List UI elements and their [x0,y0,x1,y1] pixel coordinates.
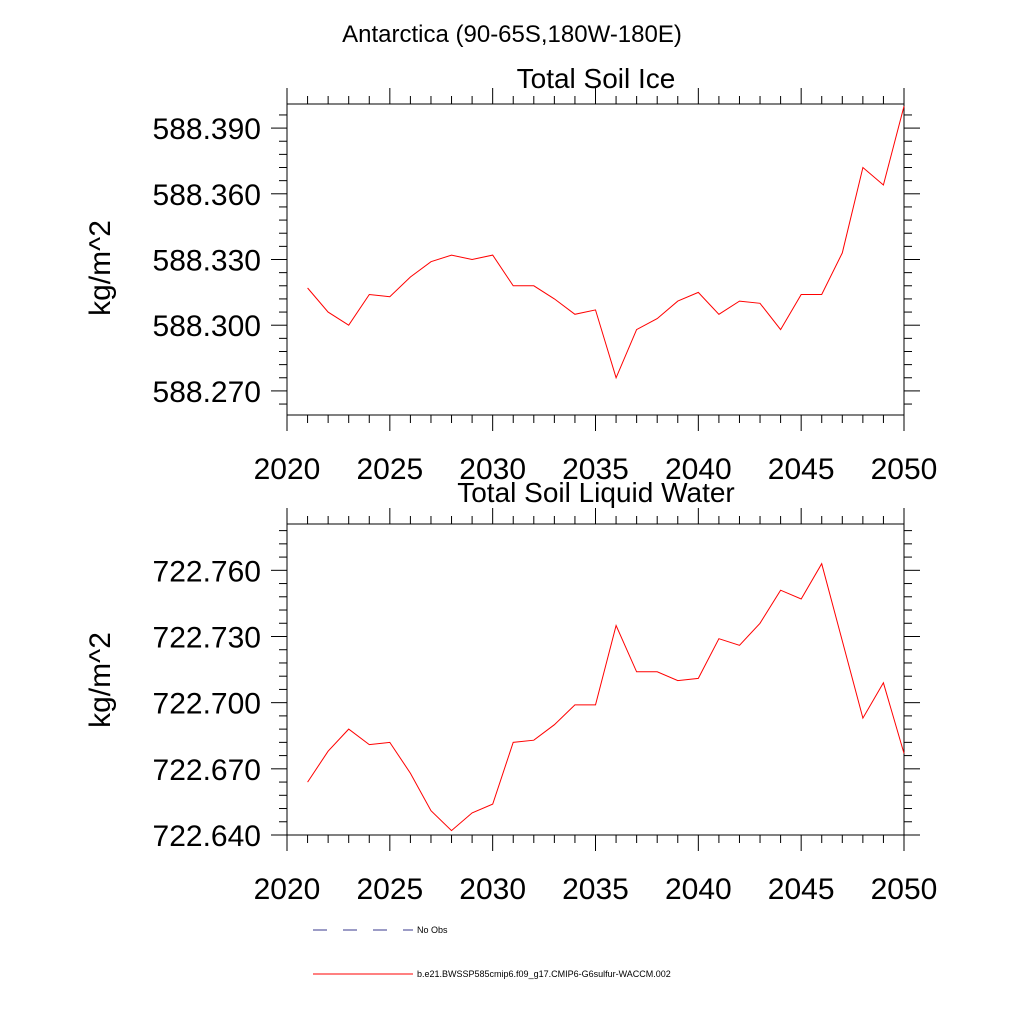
chart-title: Total Soil Liquid Water [457,477,735,508]
x-tick-label: 2030 [459,873,526,906]
x-tick-label: 2050 [871,873,938,906]
x-tick-label: 2045 [768,873,835,906]
y-axis-label: kg/m^2 [84,220,117,316]
series-line [307,106,905,380]
y-tick-label: 588.270 [153,376,261,409]
x-tick-label: 2045 [768,453,835,486]
legend-label-model: b.e21.BWSSP585cmip6.f09_g17.CMIP6-G6sulf… [417,969,671,979]
y-tick-label: 588.300 [153,310,261,343]
x-tick-label: 2040 [665,453,732,486]
x-tick-label: 2020 [254,453,321,486]
legend: No Obs b.e21.BWSSP585cmip6.f09_g17.CMIP6… [313,925,671,979]
x-tick-label: 2035 [562,873,629,906]
y-tick-label: 722.700 [153,688,261,721]
y-tick-label: 722.730 [153,621,261,654]
x-tick-label: 2050 [871,453,938,486]
y-tick-label: 722.640 [153,820,261,853]
x-tick-label: 2025 [356,453,423,486]
region-title: Antarctica (90-65S,180W-180E) [342,21,682,48]
x-tick-label: 2040 [665,873,732,906]
series-layer [307,562,905,832]
panel-soil-ice: Total Soil Ice kg/m^2 2020 2025 2030 2035 20… [84,63,937,486]
panel-soil-liquid-water: Total Soil Liquid Water kg/m^2 2020 2025 2… [84,477,937,906]
plot-frame [286,103,905,416]
y-tick-label: 588.330 [153,245,261,278]
y-tick-label: 588.390 [153,113,261,146]
y-tick-label: 722.670 [153,754,261,787]
x-tick-label: 2030 [459,453,526,486]
legend-label-no-obs: No Obs [417,925,448,935]
x-tick-label: 2035 [562,453,629,486]
x-tick-label: 2025 [356,873,423,906]
plot-frame [286,523,905,836]
axis-ticks: 2020 2025 2030 2035 2040 2045 2050 588.270 588.3… [153,88,938,486]
y-tick-label: 722.760 [153,555,261,588]
axis-ticks: 2020 2025 2030 2035 2040 2045 2050 722.640 722.6… [153,508,938,906]
series-line [307,562,905,832]
y-axis-label: kg/m^2 [84,632,117,728]
series-layer [307,106,905,380]
y-tick-label: 588.360 [153,179,261,212]
x-tick-label: 2020 [254,873,321,906]
